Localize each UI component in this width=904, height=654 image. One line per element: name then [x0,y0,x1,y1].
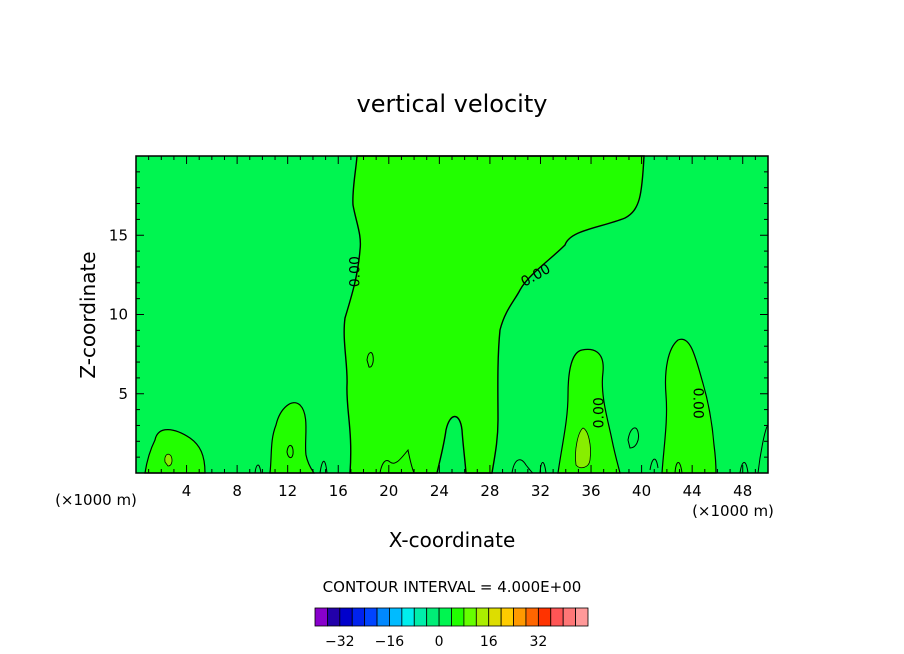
x-tick-label: 4 [182,482,192,500]
x-tick-label: 12 [278,482,297,500]
colorbar-swatch [463,607,477,627]
colorbar-swatch [550,607,564,627]
colorbar-swatch [401,607,415,627]
colorbar-swatch [314,607,328,627]
x-tick-label: 36 [581,482,600,500]
colorbar-tick-label: −16 [375,634,405,650]
x-tick-label: 40 [632,482,651,500]
updraft-x12 [269,402,316,474]
contour-interval-text: CONTOUR INTERVAL = 4.000E+00 [323,578,582,596]
small-cell-x18 [366,352,374,368]
colorbar-swatch [426,607,440,627]
x-axis: 4 8 12 16 20 24 28 32 36 40 44 48 [148,156,756,500]
x-tick-label: 44 [683,482,702,500]
x-tick-label: 16 [329,482,348,500]
strong-core-x35 [575,427,591,469]
colorbar-tick-label: −32 [325,634,355,650]
colorbar-swatch [413,607,428,627]
colorbar-swatch [438,607,452,627]
colorbar-swatch [537,607,552,627]
x-unit-label: (×1000 m) [692,502,774,520]
x-tick-label: 20 [379,482,398,500]
chart-title: vertical velocity [357,90,548,118]
x-tick-label: 24 [430,482,449,500]
y-tick-label: 10 [109,306,128,324]
central-plume-region [343,155,645,474]
updraft-left [144,429,206,474]
colorbar-swatch [389,607,403,627]
x-tick-label: 48 [733,482,752,500]
colorbar-tick-label: 32 [529,634,547,650]
colorbar-swatch [575,607,589,627]
colorbar-swatch [364,607,378,627]
colorbar-swatch [451,607,465,627]
updraft-x36 [557,348,621,474]
colorbar-swatch [525,607,539,627]
y-axis: 5 10 15 [109,171,768,458]
x-tick-label: 32 [531,482,550,500]
y-tick-label: 15 [109,226,128,244]
colorbar-swatch [475,607,490,627]
colorbar-swatch [488,607,502,627]
colorbar-swatch [513,607,527,627]
x-tick-label: 28 [480,482,499,500]
updraft-x43 [661,338,717,474]
bottom-wiggles [254,424,769,474]
colorbar-tick-label: 16 [480,634,498,650]
colorbar-swatch [562,607,576,627]
contour-label: 0.00 [348,256,364,287]
colorbar-swatch [327,607,341,627]
contour-label: 0.00 [689,388,705,419]
colorbar: −32 −16 0 16 32 [314,607,589,650]
colorbar-tick-label: 0 [435,634,444,650]
contour-label: 0.00 [592,397,608,428]
x-axis-label: X-coordinate [389,528,516,552]
small-cell-x2 [164,453,173,467]
y-tick-label: 5 [118,385,128,403]
x-tick-label: 8 [232,482,242,500]
y-axis-label: Z-coordinate [76,251,100,378]
colorbar-swatch [339,607,353,627]
colorbar-swatch [500,607,514,627]
y-unit-label: (×1000 m) [55,491,137,509]
positive-velocity-regions [144,155,769,474]
colorbar-swatch [376,607,390,627]
colorbar-swatch [351,607,366,627]
